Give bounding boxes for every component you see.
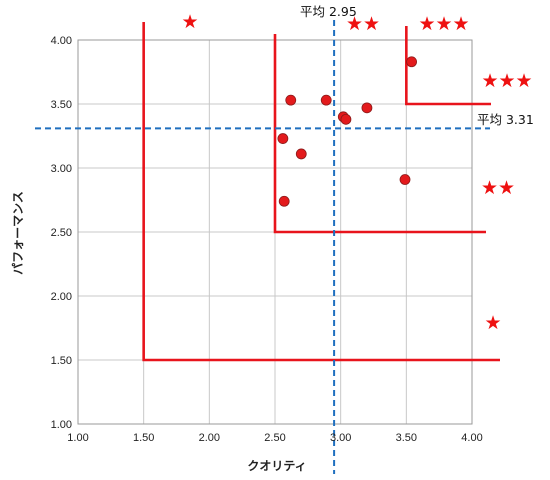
average-lines bbox=[35, 20, 490, 474]
star-rating-label: ★★★ bbox=[481, 70, 532, 92]
data-point bbox=[340, 113, 352, 125]
y-tick-label: 2.50 bbox=[51, 227, 72, 239]
y-axis-title: パフォーマンス bbox=[11, 191, 25, 275]
x-tick-label: 3.00 bbox=[330, 432, 351, 444]
data-point bbox=[406, 56, 417, 68]
y-tick-label: 2.00 bbox=[51, 291, 72, 303]
star-rating-label: ★★ bbox=[346, 13, 380, 35]
data-points bbox=[277, 56, 417, 207]
star-ratings: ★ ★★ ★★★★★★★★★ bbox=[181, 11, 532, 334]
x-tick-label: 3.50 bbox=[396, 432, 417, 444]
star-rating-label: ★ bbox=[484, 312, 501, 334]
star-rating-label: ★★ bbox=[481, 177, 515, 199]
y-tick-label: 1.00 bbox=[51, 419, 72, 431]
star-rating-label: ★★★ bbox=[418, 13, 469, 35]
y-average-label: 平均 3.31 bbox=[477, 112, 534, 127]
zone-boundary bbox=[273, 34, 486, 234]
x-average-label: 平均 2.95 bbox=[300, 4, 357, 19]
y-tick-label: 4.00 bbox=[51, 35, 72, 47]
data-point bbox=[361, 102, 373, 114]
data-point bbox=[295, 148, 307, 160]
x-tick-label: 2.00 bbox=[199, 432, 220, 444]
x-tick-label: 1.00 bbox=[67, 432, 88, 444]
x-tick-label: 1.50 bbox=[133, 432, 154, 444]
x-axis-title: クオリティ bbox=[247, 459, 306, 473]
data-point bbox=[399, 174, 411, 185]
data-point bbox=[285, 94, 297, 106]
data-point bbox=[278, 195, 290, 207]
data-point bbox=[277, 133, 289, 144]
tick-labels: 1.00 1.50 2.00 2.50 3.00 3.50 4.00 1.00 1.50 2.00… bbox=[51, 35, 483, 444]
y-tick-label: 1.50 bbox=[51, 355, 72, 367]
zone-boundary bbox=[405, 26, 491, 106]
quality-zones bbox=[142, 22, 500, 362]
x-tick-label: 2.50 bbox=[264, 432, 285, 444]
zone-boundary bbox=[142, 22, 500, 362]
data-point bbox=[320, 94, 332, 106]
y-tick-label: 3.00 bbox=[51, 163, 72, 175]
x-tick-label: 4.00 bbox=[461, 432, 482, 444]
star-rating-label: ★ bbox=[181, 11, 198, 33]
y-tick-label: 3.50 bbox=[51, 99, 72, 111]
